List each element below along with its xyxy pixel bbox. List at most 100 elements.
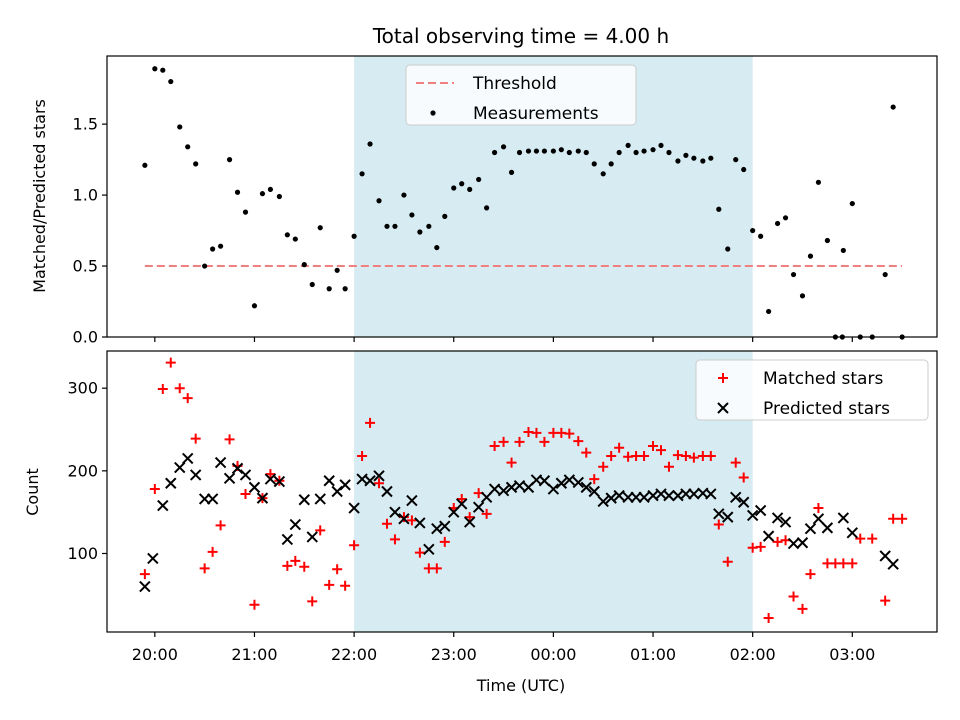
predicted-star-point	[339, 479, 351, 491]
matched-star-point	[855, 533, 866, 544]
predicted-star-point	[638, 491, 650, 503]
matched-star-point	[224, 434, 235, 445]
matched-star-point	[663, 461, 674, 472]
measurement-point	[317, 225, 323, 231]
matched-star-point	[324, 579, 335, 590]
measurement-point	[384, 223, 390, 229]
measurement-point	[675, 158, 681, 164]
matched-star-point	[589, 474, 600, 485]
predicted-star-point	[563, 474, 576, 486]
bottom-x-tick-label: 20:00	[132, 645, 178, 664]
predicted-star-point	[547, 483, 560, 495]
predicted-star-point	[157, 499, 169, 512]
predicted-star-point	[713, 508, 725, 520]
measurement-point	[334, 267, 340, 273]
bottom-x-tick-label: 23:00	[431, 645, 477, 664]
matched-star-point	[655, 445, 666, 456]
matched-star-point	[157, 384, 168, 395]
predicted-star-point	[182, 452, 194, 465]
predicted-star-point	[239, 469, 252, 481]
top-y-axis-label: Matched/Predicted stars	[30, 99, 49, 293]
matched-star-point	[897, 513, 908, 524]
predicted-star-point	[572, 476, 585, 489]
matched-star-point	[498, 436, 509, 447]
predicted-star-point	[256, 492, 269, 504]
measurement-point	[326, 286, 332, 292]
bottom-y-axis-label: Count	[23, 468, 42, 516]
predicted-star-point	[555, 477, 568, 489]
measurement-point	[650, 147, 656, 153]
measurement-point	[782, 215, 789, 221]
matched-star-point	[349, 540, 360, 551]
predicted-star-point	[787, 537, 800, 550]
matched-star-point	[539, 436, 550, 447]
measurement-point	[217, 243, 224, 249]
matched-star-point	[763, 612, 774, 623]
predicted-star-point	[804, 522, 817, 535]
measurement-point	[633, 149, 639, 156]
predicted-star-point	[887, 558, 899, 570]
measurement-point	[691, 155, 697, 161]
bottom-y-tick-label: 100	[67, 544, 98, 563]
measurement-point	[409, 212, 415, 218]
measurement-point	[708, 155, 714, 161]
matched-star-point	[867, 533, 878, 544]
matched-star-point	[190, 433, 201, 444]
predicted-star-point	[298, 494, 310, 506]
predicted-star-point	[779, 516, 792, 528]
predicted-star-point	[306, 531, 318, 543]
matched-star-point	[797, 603, 808, 614]
measurement-point	[716, 206, 722, 212]
matched-star-point	[357, 450, 368, 461]
matched-star-point	[174, 383, 185, 394]
measurement-point	[359, 171, 365, 177]
predicted-star-point	[812, 513, 825, 525]
matched-star-point	[215, 520, 226, 531]
matched-star-point	[614, 442, 625, 453]
measurement-point	[185, 144, 191, 150]
matched-star-point	[332, 564, 343, 575]
measurement-point	[301, 262, 307, 268]
matched-star-point	[564, 428, 575, 439]
predicted-star-point	[538, 475, 551, 487]
matched-star-point	[880, 595, 891, 606]
measurement-point	[417, 229, 423, 235]
matched-star-point	[713, 519, 724, 530]
bottom-x-tick-label: 21:00	[231, 645, 277, 664]
bottom-legend-box	[695, 359, 929, 421]
bottom-series-predicted-stars	[139, 452, 899, 593]
measurement-point	[152, 66, 158, 72]
top-axes-frame	[106, 55, 938, 338]
measurement-point	[525, 148, 532, 154]
measurement-point	[160, 67, 166, 73]
predicted-star-point	[746, 509, 759, 522]
bottom-legend: Matched stars Predicted stars	[695, 359, 929, 421]
matched-star-point	[489, 441, 500, 452]
predicted-star-point	[488, 483, 501, 495]
chart-title: Total observing time = 4.00 h	[372, 24, 669, 48]
predicted-star-point	[513, 480, 526, 492]
measurement-point	[142, 162, 148, 168]
measurement-point	[177, 124, 183, 130]
top-y-tick-label: 1.0	[73, 186, 98, 205]
measurement-point	[790, 271, 797, 278]
measurement-point	[683, 152, 689, 158]
legend-measurement-swatch	[430, 110, 436, 116]
matched-star-point	[648, 441, 659, 452]
predicted-star-point	[439, 520, 451, 532]
predicted-star-point	[248, 481, 261, 494]
predicted-star-point	[497, 484, 510, 497]
measurement-point	[849, 200, 855, 207]
matched-star-point	[282, 560, 293, 571]
predicted-star-point	[364, 475, 376, 487]
measurement-point	[342, 286, 348, 292]
matched-star-point	[265, 469, 276, 480]
measurement-point	[284, 232, 290, 238]
predicted-star-point	[688, 488, 700, 500]
bottom-legend-label: Predicted stars	[763, 399, 890, 419]
measurement-point	[766, 308, 772, 315]
predicted-star-point	[206, 493, 219, 505]
predicted-star-point	[605, 492, 617, 504]
predicted-star-point	[289, 518, 302, 531]
bottom-observing-span	[354, 351, 753, 632]
